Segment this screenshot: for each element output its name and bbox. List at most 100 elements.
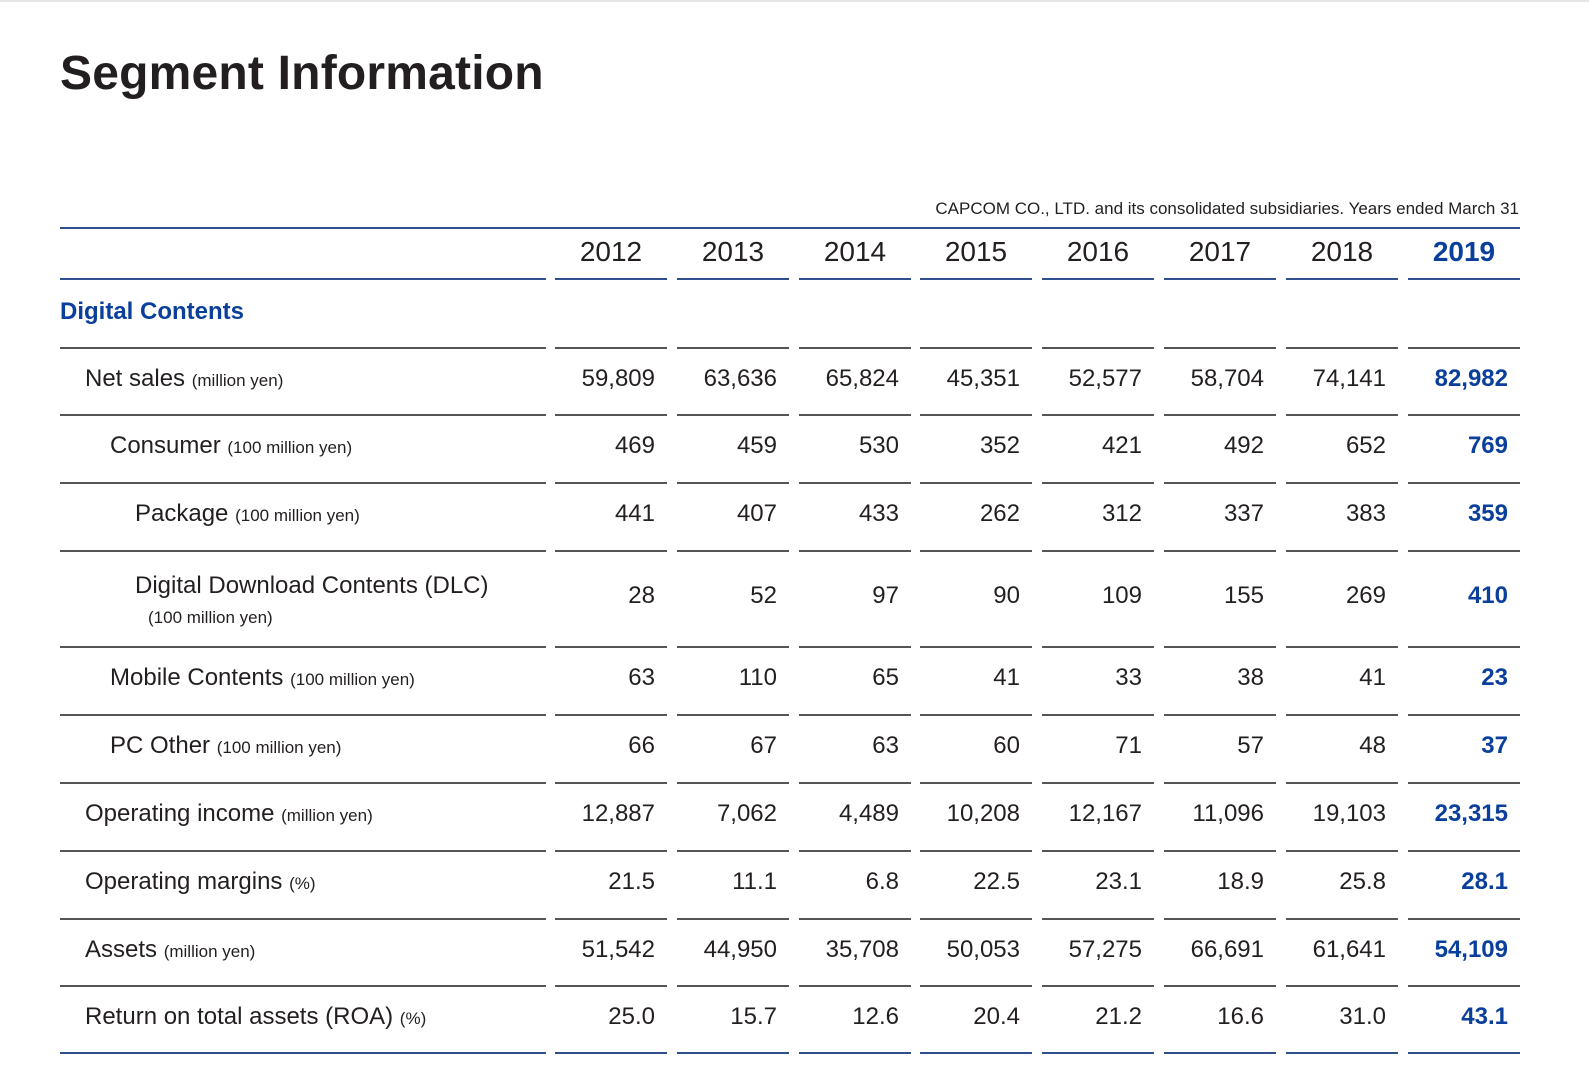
- table-cell-2014: 35,708: [825, 935, 899, 963]
- row-divider: [1042, 347, 1154, 349]
- row-divider: [60, 918, 546, 920]
- row-divider: [1408, 850, 1520, 852]
- row-divider: [1164, 985, 1276, 987]
- table-cell-2017: 492: [1223, 432, 1264, 459]
- table-note: CAPCOM CO., LTD. and its consolidated su…: [935, 199, 1519, 218]
- row-divider: [799, 347, 911, 349]
- row-divider: [677, 714, 789, 716]
- row-divider: [799, 1052, 911, 1054]
- table-cell-2019: 54,109: [1434, 935, 1508, 963]
- row-unit: (100 million yen): [235, 506, 360, 525]
- row-divider: [1286, 985, 1398, 987]
- row-unit: (%): [289, 874, 316, 893]
- table-cell-2016: 312: [1101, 500, 1142, 527]
- table-cell-2014: 530: [858, 432, 899, 459]
- table-cell-2015: 50,053: [946, 935, 1020, 963]
- page-title: Segment Information: [60, 47, 544, 100]
- table-cell-2013: 407: [736, 500, 777, 527]
- table-cell-2015: 262: [979, 500, 1020, 527]
- year-header-underline: [1042, 278, 1154, 280]
- table-cell-2016: 57,275: [1068, 935, 1142, 963]
- table-cell-2016: 71: [1115, 732, 1142, 759]
- table-cell-2013: 15.7: [730, 1002, 777, 1030]
- table-cell-2017: 11,096: [1192, 800, 1264, 827]
- row-divider: [60, 414, 546, 416]
- row-label-text: Operating income: [85, 800, 275, 827]
- row-divider: [1286, 1052, 1398, 1054]
- row-divider: [677, 850, 789, 852]
- table-cell-2013: 110: [738, 664, 777, 691]
- row-divider: [60, 714, 546, 716]
- row-unit: (%): [399, 1008, 427, 1028]
- row-divider: [60, 347, 546, 349]
- row-divider: [555, 347, 667, 349]
- row-divider: [1164, 918, 1276, 920]
- row-divider: [1286, 550, 1398, 552]
- row-label-text: Net sales: [85, 364, 186, 392]
- row-divider: [555, 646, 667, 648]
- row-unit: (million yen): [163, 941, 256, 961]
- table-cell-2012: 25.0: [608, 1002, 655, 1030]
- table-cell-2012: 21.5: [608, 868, 655, 895]
- row-divider: [555, 550, 667, 552]
- row-divider: [799, 714, 911, 716]
- row-divider: [1164, 482, 1276, 484]
- table-cell-2012: 28: [628, 582, 655, 609]
- year-header-2013: 2013: [701, 236, 765, 267]
- table-cell-2015: 41: [993, 664, 1020, 691]
- year-header-underline: [1286, 278, 1398, 280]
- row-divider: [677, 482, 789, 484]
- row-label-text: Package: [135, 500, 229, 527]
- year-header-underline: [1408, 278, 1520, 280]
- row-divider: [920, 850, 1032, 852]
- row-label: Return on total assets (ROA) (%): [85, 1003, 426, 1031]
- row-label-text: PC Other: [110, 732, 211, 759]
- row-divider: [555, 985, 667, 987]
- row-divider: [920, 714, 1032, 716]
- row-label: Consumer (100 million yen): [110, 432, 352, 460]
- row-unit: (100 million yen): [227, 438, 353, 457]
- table-cell-2019: 37: [1481, 732, 1508, 759]
- row-divider: [60, 1052, 546, 1054]
- table-cell-2019: 23,315: [1434, 800, 1508, 827]
- table-cell-2018: 48: [1359, 732, 1386, 759]
- row-divider: [1042, 782, 1154, 784]
- row-divider: [1164, 646, 1276, 648]
- row-divider: [1042, 482, 1154, 484]
- table-cell-2015: 90: [993, 582, 1020, 609]
- table-cell-2013: 67: [750, 732, 777, 759]
- table-cell-2014: 4,489: [838, 800, 899, 827]
- row-divider: [555, 714, 667, 716]
- row-label: PC Other (100 million yen): [110, 732, 341, 760]
- row-divider: [1164, 414, 1276, 416]
- table-cell-2013: 11.1: [732, 868, 777, 895]
- row-divider: [555, 1052, 667, 1054]
- row-divider: [1164, 550, 1276, 552]
- row-unit: (million yen): [191, 370, 284, 390]
- row-label: Package (100 million yen): [135, 500, 360, 528]
- row-divider: [1286, 714, 1398, 716]
- row-divider: [1408, 646, 1520, 648]
- table-cell-2012: 12,887: [581, 800, 655, 827]
- table-cell-2017: 16.6: [1217, 1002, 1264, 1030]
- row-divider: [1286, 646, 1398, 648]
- row-divider: [60, 550, 546, 552]
- table-cell-2019: 23: [1481, 664, 1508, 691]
- row-label-text: Digital Download Contents (DLC): [135, 572, 489, 599]
- row-unit: (million yen): [281, 806, 373, 825]
- row-label-text: Return on total assets (ROA): [85, 1002, 394, 1030]
- table-cell-2017: 18.9: [1217, 868, 1264, 895]
- row-divider: [677, 1052, 789, 1054]
- row-divider: [1164, 1052, 1276, 1054]
- row-divider: [60, 985, 546, 987]
- year-header-2019: 2019: [1432, 236, 1496, 267]
- row-label: Assets (million yen): [85, 936, 255, 964]
- row-divider: [1408, 714, 1520, 716]
- row-label-text: Assets: [85, 935, 158, 963]
- table-cell-2018: 31.0: [1339, 1002, 1386, 1030]
- table-cell-2016: 421: [1101, 432, 1142, 459]
- table-cell-2013: 63,636: [703, 364, 777, 392]
- row-label-text: Mobile Contents: [110, 664, 284, 691]
- row-divider: [60, 850, 546, 852]
- table-cell-2019: 359: [1467, 500, 1508, 527]
